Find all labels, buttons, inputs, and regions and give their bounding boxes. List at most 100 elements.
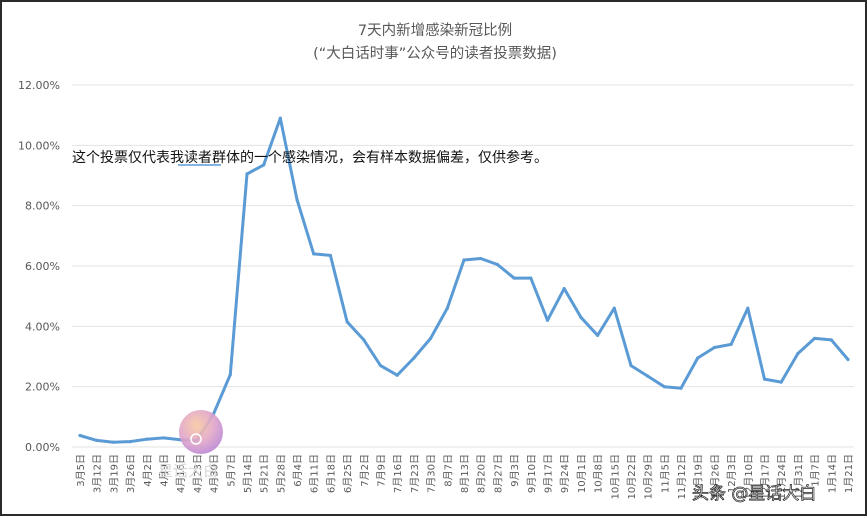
data-point xyxy=(712,345,717,350)
data-point xyxy=(128,439,132,444)
chart-subtitle: (“大白话时事”公众号的读者投票数据) xyxy=(313,45,557,62)
data-point xyxy=(796,351,800,356)
x-tick-label: 10月22日 xyxy=(626,454,638,499)
data-point xyxy=(228,373,232,377)
x-tick-label: 4月2日 xyxy=(142,454,154,487)
x-tick-label: 7月9日 xyxy=(376,454,388,487)
logo-mark-icon xyxy=(190,433,202,445)
x-tick-label: 3月5日 xyxy=(75,454,87,487)
data-point xyxy=(245,172,249,176)
y-tick-label: 12.00% xyxy=(18,79,60,92)
data-point xyxy=(395,373,399,377)
x-tick-label: 7月16日 xyxy=(392,454,404,493)
data-point xyxy=(545,318,550,322)
data-point xyxy=(629,363,633,368)
x-tick-label: 10月29日 xyxy=(643,454,655,499)
y-tick-label: 10.00% xyxy=(18,139,60,152)
x-tick-label: 4月23日 xyxy=(192,454,204,493)
x-tick-label: 5月28日 xyxy=(275,454,287,493)
x-tick-label: 11月26日 xyxy=(709,454,721,499)
x-tick-label: 9月3日 xyxy=(509,454,521,487)
data-point xyxy=(562,287,566,291)
y-tick-label: 8.00% xyxy=(25,200,60,213)
x-tick-label: 1月21日 xyxy=(843,454,855,493)
x-tick-label: 8月27日 xyxy=(492,454,504,493)
x-tick-label: 7月30日 xyxy=(426,454,438,493)
data-point xyxy=(78,433,82,438)
x-tick-label: 12月24日 xyxy=(776,454,788,499)
x-tick-label: 1月7日 xyxy=(810,454,822,487)
x-tick-label: 11月12日 xyxy=(676,454,688,499)
data-point xyxy=(462,258,466,262)
x-tick-label: 11月5日 xyxy=(659,454,671,493)
x-tick-label: 4月30日 xyxy=(209,454,221,493)
x-tick-label: 1月14日 xyxy=(826,454,838,493)
x-tick-label: 12月17日 xyxy=(760,454,772,499)
data-point xyxy=(328,253,333,258)
x-tick-label: 8月20日 xyxy=(476,454,488,493)
x-tick-label: 12月10日 xyxy=(743,454,755,499)
watermark-logo: 星话大白 xyxy=(158,410,223,480)
x-tick-label: 3月12日 xyxy=(92,454,104,493)
x-tick-label: 6月18日 xyxy=(325,454,337,493)
data-point xyxy=(746,306,750,310)
x-tick-label: 12月3日 xyxy=(726,454,738,493)
x-tick-label: 7月23日 xyxy=(409,454,421,493)
watermark-center: 星话大白 xyxy=(158,462,218,480)
data-point xyxy=(595,333,600,337)
x-tick-label: 12月31日 xyxy=(793,454,805,499)
data-point xyxy=(646,374,650,378)
data-point xyxy=(696,356,700,360)
data-point xyxy=(846,357,850,362)
data-point xyxy=(362,338,366,342)
data-point xyxy=(829,338,833,342)
data-point xyxy=(95,438,99,442)
x-tick-label: 10月1日 xyxy=(576,454,588,493)
x-tick-label: 9月24日 xyxy=(559,454,571,493)
data-point xyxy=(262,163,266,167)
x-tick-label: 10月8日 xyxy=(593,454,605,493)
data-point xyxy=(312,252,316,256)
x-tick-label: 3月26日 xyxy=(125,454,137,493)
x-tick-label: 10月15日 xyxy=(609,454,621,499)
data-point xyxy=(662,385,666,389)
x-tick-label: 6月11日 xyxy=(309,454,321,493)
y-tick-label: 6.00% xyxy=(25,260,60,273)
data-point xyxy=(412,356,416,360)
data-point xyxy=(679,386,683,390)
y-tick-label: 2.00% xyxy=(25,381,60,394)
x-tick-label: 5月7日 xyxy=(225,454,237,487)
data-point xyxy=(762,377,767,381)
data-point xyxy=(612,306,616,310)
x-tick-label: 8月7日 xyxy=(442,454,454,487)
x-tick-label: 6月4日 xyxy=(292,454,304,487)
data-point xyxy=(345,320,349,324)
data-point xyxy=(278,116,282,120)
data-point xyxy=(813,336,817,340)
data-point xyxy=(579,315,583,319)
x-tick-label: 5月21日 xyxy=(259,454,271,493)
series-line xyxy=(78,116,850,444)
x-tick-label: 3月19日 xyxy=(108,454,120,493)
x-tick-label: 11月19日 xyxy=(693,454,705,499)
y-axis-ticks: 0.00% 2.00% 4.00% 6.00% 8.00% 10.00% 12.00% xyxy=(18,79,60,454)
x-tick-label: 9月10日 xyxy=(526,454,538,493)
data-point xyxy=(479,256,483,261)
watermark-bottom-right: 头条 @星话大白 xyxy=(692,484,816,504)
logo-badge-icon xyxy=(179,410,223,454)
annotation-note: 这个投票仅代表我读者群体的一个感染情况，会有样本数据偏差，仅供参考。 xyxy=(72,149,548,166)
chart-title: 7天内新增感染新冠比例 xyxy=(358,22,512,39)
data-point xyxy=(378,363,383,368)
data-point xyxy=(495,262,499,267)
data-point xyxy=(512,276,516,280)
data-point xyxy=(779,380,783,384)
data-point xyxy=(445,306,449,310)
y-tick-label: 4.00% xyxy=(25,320,60,333)
data-point xyxy=(429,336,433,340)
x-tick-label: 9月17日 xyxy=(542,454,554,493)
x-tick-label: 5月14日 xyxy=(242,454,254,493)
gridlines xyxy=(72,84,854,448)
data-point xyxy=(295,198,299,202)
